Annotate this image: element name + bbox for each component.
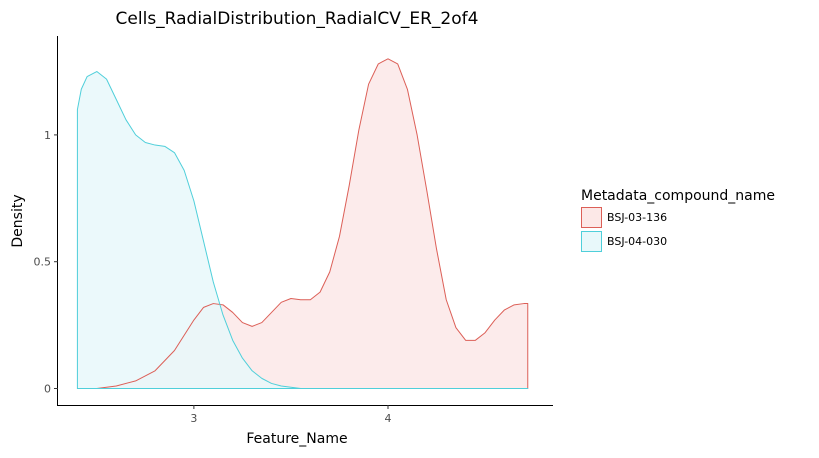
legend-key-bsj-03-136	[581, 207, 602, 228]
x-tick-label: 4	[385, 412, 392, 425]
density-area-bsj-04-030	[77, 71, 528, 389]
y-tick-label: 0.5	[34, 256, 52, 269]
x-tick-label: 3	[190, 412, 197, 425]
y-axis-title: Density	[10, 194, 26, 247]
density-line-bsj-03-136	[76, 58, 529, 390]
y-tick-label: 0	[44, 383, 51, 396]
plot-area	[76, 58, 529, 390]
legend-label: BSJ-03-136	[607, 211, 667, 224]
y-axis-ticks: 00.51	[34, 129, 58, 396]
legend-label: BSJ-04-030	[607, 235, 667, 248]
legend: Metadata_compound_name BSJ-03-136 BSJ-04…	[581, 188, 775, 252]
legend-item: BSJ-04-030	[581, 231, 667, 252]
legend-key-bsj-04-030	[581, 231, 602, 252]
legend-title: Metadata_compound_name	[581, 188, 775, 204]
density-line-bsj-04-030	[76, 71, 529, 390]
x-axis-title: Feature_Name	[246, 431, 347, 447]
chart-title: Cells_RadialDistribution_RadialCV_ER_2of…	[116, 9, 479, 29]
y-tick-label: 1	[44, 129, 51, 142]
legend-item: BSJ-03-136	[581, 207, 667, 228]
density-area-bsj-03-136	[77, 58, 528, 389]
